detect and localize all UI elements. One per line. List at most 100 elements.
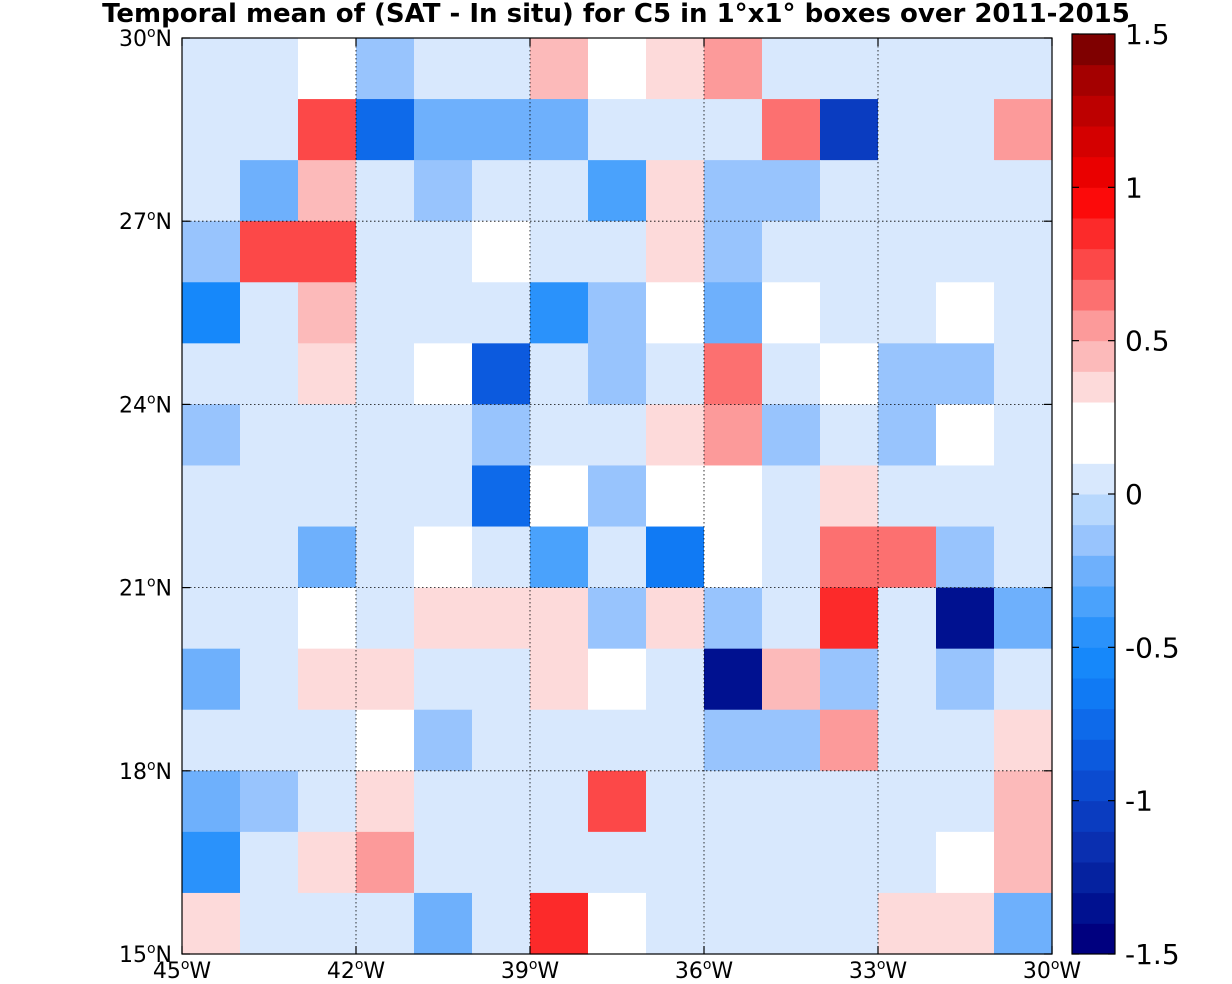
heatmap-cell	[704, 99, 763, 161]
heatmap-cell	[994, 99, 1053, 161]
heatmap-cell	[704, 892, 763, 955]
x-tick-label: 36oW	[675, 957, 734, 984]
heatmap-cell	[472, 587, 531, 650]
heatmap-cell	[182, 892, 241, 955]
heatmap-cell	[994, 282, 1053, 344]
colorbar-segment	[1072, 831, 1115, 863]
heatmap-cell	[240, 99, 299, 161]
heatmap-cell	[704, 526, 763, 589]
heatmap-cell	[182, 587, 241, 650]
heatmap-cell	[414, 99, 473, 161]
heatmap-cell	[704, 38, 763, 100]
heatmap-cell	[646, 343, 705, 405]
heatmap-cell	[530, 831, 589, 894]
colorbar-tick-label: -1.5	[1125, 938, 1180, 971]
heatmap-cell	[588, 709, 647, 772]
colorbar-segment	[1072, 126, 1115, 158]
colorbar-segment	[1072, 923, 1115, 955]
heatmap-cell	[530, 221, 589, 283]
heatmap-cell	[820, 709, 879, 772]
colorbar-tick-label: 1.5	[1125, 18, 1170, 51]
y-tick-label: 21oN	[119, 575, 172, 602]
heatmap-cell	[472, 648, 531, 711]
colorbar-tick-label: 1	[1125, 171, 1143, 204]
heatmap-cell	[414, 404, 473, 467]
heatmap-cell	[762, 404, 821, 467]
heatmap-cell	[762, 648, 821, 711]
heatmap-cell	[704, 648, 763, 711]
heatmap-cell	[182, 770, 241, 833]
heatmap-cell	[356, 587, 415, 650]
heatmap-cell	[298, 343, 357, 405]
heatmap-cell	[298, 892, 357, 955]
heatmap-cell	[646, 831, 705, 894]
x-tick-label: 39oW	[501, 957, 560, 984]
heatmap-cell	[530, 648, 589, 711]
heatmap-cell	[878, 404, 937, 467]
heatmap-cell	[240, 404, 299, 467]
heatmap-cell	[356, 831, 415, 894]
heatmap-cell	[414, 221, 473, 283]
heatmap-cell	[762, 465, 821, 528]
y-tick-label: 30oN	[119, 25, 172, 52]
heatmap-cell	[588, 648, 647, 711]
plot-frame	[181, 37, 1053, 955]
heatmap-cell	[240, 526, 299, 589]
heatmap-cell	[936, 160, 995, 222]
heatmap-cell	[646, 648, 705, 711]
heatmap-cell	[530, 770, 589, 833]
heatmap-cell	[878, 892, 937, 955]
y-tick-label: 24oN	[119, 391, 172, 418]
heatmap-cell	[588, 404, 647, 467]
heatmap-cell	[588, 221, 647, 283]
heatmap-cell	[472, 709, 531, 772]
heatmap-cell	[298, 404, 357, 467]
heatmap-cell	[646, 770, 705, 833]
heatmap-cell	[588, 892, 647, 955]
heatmap-cell	[994, 526, 1053, 589]
heatmap-cell	[704, 465, 763, 528]
heatmap-cell	[878, 221, 937, 283]
heatmap-cell	[762, 282, 821, 344]
heatmap-cell	[820, 404, 879, 467]
heatmap-cell	[182, 465, 241, 528]
colorbar-segment	[1072, 892, 1115, 924]
plot-axes	[181, 37, 1053, 955]
colorbar-segment	[1072, 708, 1115, 740]
heatmap-cell	[182, 526, 241, 589]
heatmap-cell	[530, 38, 589, 100]
colorbar-segment	[1072, 432, 1115, 464]
heatmap-cell	[762, 526, 821, 589]
heatmap-cell	[762, 99, 821, 161]
heatmap-cell	[936, 587, 995, 650]
heatmap-cell	[298, 770, 357, 833]
y-axis-ticks: 15oN 18oN 21oN 24oN 27oN 30oN	[119, 25, 1052, 968]
heatmap-cell	[182, 343, 241, 405]
heatmap-cell	[878, 648, 937, 711]
heatmap-cell	[240, 770, 299, 833]
heatmap-cell	[414, 526, 473, 589]
heatmap-cell	[240, 343, 299, 405]
heatmap-cell	[414, 343, 473, 405]
heatmap-cell	[820, 282, 879, 344]
colorbar-segment	[1072, 494, 1115, 526]
heatmap-cell	[298, 282, 357, 344]
heatmap-cell	[530, 282, 589, 344]
colorbar-tick-label: 0	[1125, 478, 1143, 511]
heatmap-cell	[182, 221, 241, 283]
heatmap-cell	[240, 709, 299, 772]
heatmap-cell	[878, 38, 937, 100]
heatmap-cell	[878, 99, 937, 161]
heatmap-cell	[588, 831, 647, 894]
heatmap-cell	[762, 160, 821, 222]
x-tick-label: 30oW	[1023, 957, 1082, 984]
colorbar-segment	[1072, 371, 1115, 403]
colorbar-segment	[1072, 739, 1115, 771]
heatmap-cell	[182, 38, 241, 100]
colorbar-tick-label: 0.5	[1125, 325, 1170, 358]
heatmap-cell	[646, 160, 705, 222]
heatmap-cell	[472, 221, 531, 283]
heatmap-cell	[472, 343, 531, 405]
heatmap-cell	[878, 465, 937, 528]
